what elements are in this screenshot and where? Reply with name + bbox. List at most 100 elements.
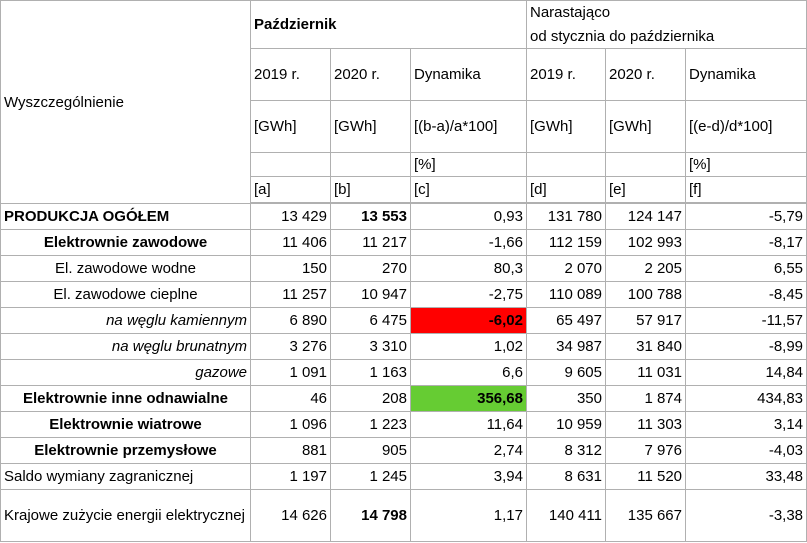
table-row: gazowe 1 091 1 163 6,6 9 605 11 031 14,8… xyxy=(0,359,807,386)
row-label: Elektrownie przemysłowe xyxy=(0,437,251,464)
cell-a: 6 890 xyxy=(250,307,331,334)
col-unit-d: [GWh] xyxy=(526,100,606,153)
table-row: Krajowe zużycie energii elektrycznej 14 … xyxy=(0,489,807,542)
cell-b: 1 223 xyxy=(330,411,411,438)
row-label: El. zawodowe cieplne xyxy=(0,281,251,308)
col-pct-b xyxy=(330,152,411,177)
row-label: Krajowe zużycie energii elektrycznej xyxy=(0,489,251,542)
cell-d: 8 312 xyxy=(526,437,606,464)
group-header-cumulative: Narastająco od stycznia do października xyxy=(525,0,807,49)
table-row: Elektrownie przemysłowe 881 905 2,74 8 3… xyxy=(0,437,807,464)
row-label: gazowe xyxy=(0,359,251,386)
table-row: PRODUKCJA OGÓŁEM 13 429 13 553 0,93 131 … xyxy=(0,203,807,230)
cell-d: 9 605 xyxy=(526,359,606,386)
cell-b: 11 217 xyxy=(330,229,411,256)
cell-f: 6,55 xyxy=(684,255,807,282)
table-row: El. zawodowe cieplne 11 257 10 947 -2,75… xyxy=(0,281,807,308)
cell-f: -8,99 xyxy=(684,333,807,360)
cell-e: 135 667 xyxy=(605,489,686,542)
cell-f: 3,14 xyxy=(684,411,807,438)
cell-c-highlight-negative: -6,02 xyxy=(410,307,527,334)
col-unit-b: [GWh] xyxy=(330,100,411,153)
cell-b: 905 xyxy=(330,437,411,464)
col-year-e: 2020 r. xyxy=(605,48,686,101)
row-label: na węglu kamiennym xyxy=(0,307,251,334)
row-label: Elektrownie zawodowe xyxy=(0,229,251,256)
cell-f: 33,48 xyxy=(684,463,807,490)
row-label: Elektrownie wiatrowe xyxy=(0,411,251,438)
col-pct-d xyxy=(526,152,606,177)
col-unit-e: [GWh] xyxy=(605,100,686,153)
col-year-b: 2020 r. xyxy=(330,48,411,101)
cell-d: 131 780 xyxy=(526,203,606,230)
cell-a: 881 xyxy=(250,437,331,464)
col-letter-d: [d] xyxy=(526,176,606,203)
cell-b: 10 947 xyxy=(330,281,411,308)
cell-e: 11 031 xyxy=(605,359,686,386)
col-letter-e: [e] xyxy=(605,176,686,203)
cell-a: 11 257 xyxy=(250,281,331,308)
table-row: Elektrownie inne odnawialne 46 208 356,6… xyxy=(0,385,807,412)
cell-b: 14 798 xyxy=(330,489,411,542)
cell-c: 3,94 xyxy=(410,463,527,490)
cell-f: -4,03 xyxy=(684,437,807,464)
cell-a: 3 276 xyxy=(250,333,331,360)
cell-c: -1,66 xyxy=(410,229,527,256)
cell-c: 1,02 xyxy=(410,333,527,360)
col-letter-f: [f] xyxy=(684,176,807,203)
cell-c: 0,93 xyxy=(410,203,527,230)
cell-f: -3,38 xyxy=(684,489,807,542)
col-letter-a: [a] xyxy=(250,176,331,203)
col-year-f: Dynamika xyxy=(684,48,807,101)
cell-e: 7 976 xyxy=(605,437,686,464)
cell-c: 6,6 xyxy=(410,359,527,386)
cell-b: 6 475 xyxy=(330,307,411,334)
cell-f: 14,84 xyxy=(684,359,807,386)
cell-f: -8,45 xyxy=(684,281,807,308)
row-label: Saldo wymiany zagranicznej xyxy=(0,463,251,490)
cell-b: 3 310 xyxy=(330,333,411,360)
cell-c: 1,17 xyxy=(410,489,527,542)
table-row: na węglu kamiennym 6 890 6 475 -6,02 65 … xyxy=(0,307,807,334)
col-pct-f: [%] xyxy=(684,152,807,177)
cell-c-highlight-positive: 356,68 xyxy=(410,385,527,412)
cell-d: 2 070 xyxy=(526,255,606,282)
cell-c: 2,74 xyxy=(410,437,527,464)
cell-a: 13 429 xyxy=(250,203,331,230)
cell-d: 112 159 xyxy=(526,229,606,256)
cell-e: 100 788 xyxy=(605,281,686,308)
cell-b: 1 163 xyxy=(330,359,411,386)
table-row: Elektrownie zawodowe 11 406 11 217 -1,66… xyxy=(0,229,807,256)
cell-d: 65 497 xyxy=(526,307,606,334)
cell-c: 11,64 xyxy=(410,411,527,438)
col-pct-e xyxy=(605,152,686,177)
cell-f: -11,57 xyxy=(684,307,807,334)
table-row: Elektrownie wiatrowe 1 096 1 223 11,64 1… xyxy=(0,411,807,438)
cell-d: 350 xyxy=(526,385,606,412)
cell-a: 1 091 xyxy=(250,359,331,386)
col-pct-a xyxy=(250,152,331,177)
col-letter-b: [b] xyxy=(330,176,411,203)
cell-e: 1 874 xyxy=(605,385,686,412)
cell-e: 31 840 xyxy=(605,333,686,360)
cell-f: -8,17 xyxy=(684,229,807,256)
cell-b: 270 xyxy=(330,255,411,282)
cell-a: 46 xyxy=(250,385,331,412)
col-letter-c: [c] xyxy=(410,176,527,203)
row-label: PRODUKCJA OGÓŁEM xyxy=(0,203,251,230)
cell-c: 80,3 xyxy=(410,255,527,282)
table-row: na węglu brunatnym 3 276 3 310 1,02 34 9… xyxy=(0,333,807,360)
cell-a: 150 xyxy=(250,255,331,282)
cell-a: 11 406 xyxy=(250,229,331,256)
cell-f: 434,83 xyxy=(684,385,807,412)
col-unit-c: [(b-a)/a*100] xyxy=(410,100,527,153)
cell-e: 11 520 xyxy=(605,463,686,490)
cell-b: 208 xyxy=(330,385,411,412)
table-row: El. zawodowe wodne 150 270 80,3 2 070 2 … xyxy=(0,255,807,282)
group-header-cumulative-line2: od stycznia do października xyxy=(530,28,715,45)
row-label: El. zawodowe wodne xyxy=(0,255,251,282)
col-pct-c: [%] xyxy=(410,152,527,177)
group-header-october: Październik xyxy=(250,0,527,49)
cell-c: -2,75 xyxy=(410,281,527,308)
